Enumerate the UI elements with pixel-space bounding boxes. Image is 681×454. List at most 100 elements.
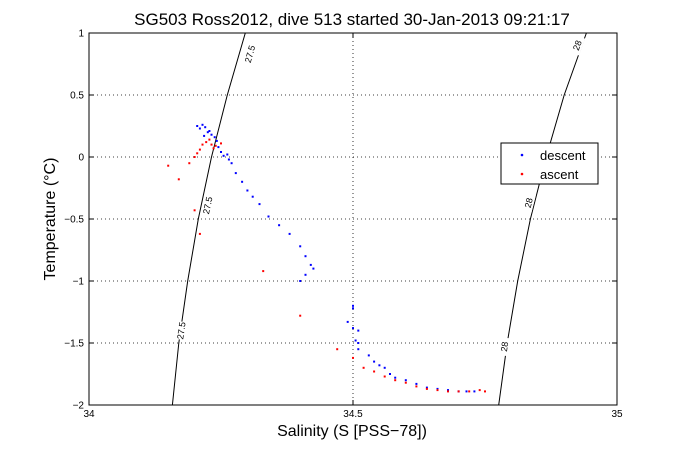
y-axis-title: Temperature (°C) (42, 158, 59, 281)
ascent-point (220, 142, 222, 145)
descent-point (208, 130, 211, 132)
descent-point (278, 224, 281, 227)
ascent-point (352, 356, 354, 359)
series-ascent (167, 138, 486, 393)
ascent-point (457, 390, 460, 393)
descent-point (241, 180, 244, 183)
ascent-point (193, 156, 196, 158)
descent-point (309, 263, 312, 266)
contour-label-bg (175, 320, 188, 341)
data-points (167, 123, 486, 393)
descent-point (415, 382, 418, 385)
y-tick-label: −1.5 (64, 339, 84, 350)
descent-point (367, 354, 370, 357)
descent-point (425, 386, 428, 389)
descent-point (222, 154, 225, 157)
descent-point (258, 203, 261, 206)
descent-point (213, 136, 216, 139)
ascent-point (212, 147, 215, 150)
contour-label-bg (200, 195, 215, 216)
chart-title: SG503 Ross2012, dive 513 started 30-Jan-… (134, 10, 570, 29)
ascent-point (205, 141, 208, 144)
descent-point (288, 232, 291, 235)
contour-label: 27.5 (175, 321, 187, 340)
ascent-point (262, 270, 265, 273)
contour-label: 28 (523, 197, 535, 209)
y-tick-label: 0 (78, 153, 84, 164)
descent-point (234, 172, 237, 175)
ascent-point (201, 143, 204, 146)
y-tick-label: −2 (73, 401, 85, 412)
descent-point (304, 273, 307, 276)
descent-point (354, 339, 357, 342)
descent-point (227, 158, 230, 161)
ascent-point (362, 366, 365, 369)
descent-point (226, 153, 229, 156)
plot-area: 27.5 27.5 27.5 28 28 28 34 34.5 35 −2 −1.5 −1 −0.5 0… (64, 29, 623, 421)
descent-point (267, 215, 270, 218)
x-tick-label: 34.5 (343, 409, 363, 420)
x-tick-label: 34 (83, 409, 95, 420)
ascent-point (177, 178, 180, 181)
ascent-point (198, 232, 201, 235)
legend-marker-ascent (520, 172, 524, 176)
contour-label: 28 (571, 39, 584, 52)
density-contour-line (171, 32, 246, 406)
descent-point (373, 360, 376, 363)
y-tick-label: −0.5 (64, 215, 84, 226)
ascent-point (415, 385, 418, 388)
y-tick-label: 1 (78, 29, 84, 40)
descent-point (352, 304, 354, 307)
contour-label-bg (521, 192, 536, 213)
contour-label-bg (569, 35, 586, 56)
descent-point (312, 267, 315, 270)
ascent-point (196, 152, 199, 155)
descent-point (473, 390, 476, 393)
ascent-point (484, 390, 486, 393)
descent-point (220, 151, 222, 153)
ascent-point (478, 389, 481, 392)
legend: descent ascent (500, 142, 599, 185)
descent-point (198, 127, 201, 130)
ascent-point (436, 389, 439, 392)
descent-point (352, 307, 354, 310)
axis-ticks: 34 34.5 35 −2 −1.5 −1 −0.5 0 0.5 1 (64, 29, 623, 421)
descent-point (299, 280, 302, 282)
descent-point (394, 376, 397, 379)
legend-marker-descent (520, 153, 524, 157)
density-contours: 27.5 27.5 27.5 28 28 28 (171, 32, 587, 406)
ascent-point (447, 390, 449, 393)
descent-point (357, 342, 360, 344)
descent-point (352, 327, 354, 330)
descent-point (447, 389, 449, 392)
descent-point (465, 390, 468, 393)
ascent-point (198, 148, 201, 151)
ascent-point (299, 314, 302, 317)
descent-point (206, 131, 209, 134)
descent-point (299, 245, 302, 248)
descent-point (217, 146, 220, 149)
descent-point (196, 125, 199, 127)
descent-point (201, 123, 204, 126)
descent-point (215, 139, 218, 142)
descent-point (210, 133, 213, 136)
ascent-point (336, 348, 339, 351)
legend-label-ascent: ascent (540, 167, 579, 182)
series-descent (196, 123, 476, 393)
contour-label: 27.5 (201, 196, 214, 215)
ascent-point (188, 162, 191, 165)
ascent-point (210, 143, 213, 146)
legend-label-descent: descent (540, 148, 586, 163)
descent-point (304, 255, 307, 258)
x-axis-title: Salinity (S [PSS−78]) (277, 423, 427, 440)
contour-label: 27.5 (243, 44, 257, 64)
descent-point (346, 320, 349, 323)
x-tick-label: 35 (611, 409, 623, 420)
descent-point (357, 329, 360, 332)
descent-point (383, 366, 386, 369)
y-tick-label: 0.5 (70, 91, 84, 102)
contour-label-bg (498, 337, 511, 357)
ascent-point (373, 370, 376, 373)
ascent-point (214, 144, 217, 147)
